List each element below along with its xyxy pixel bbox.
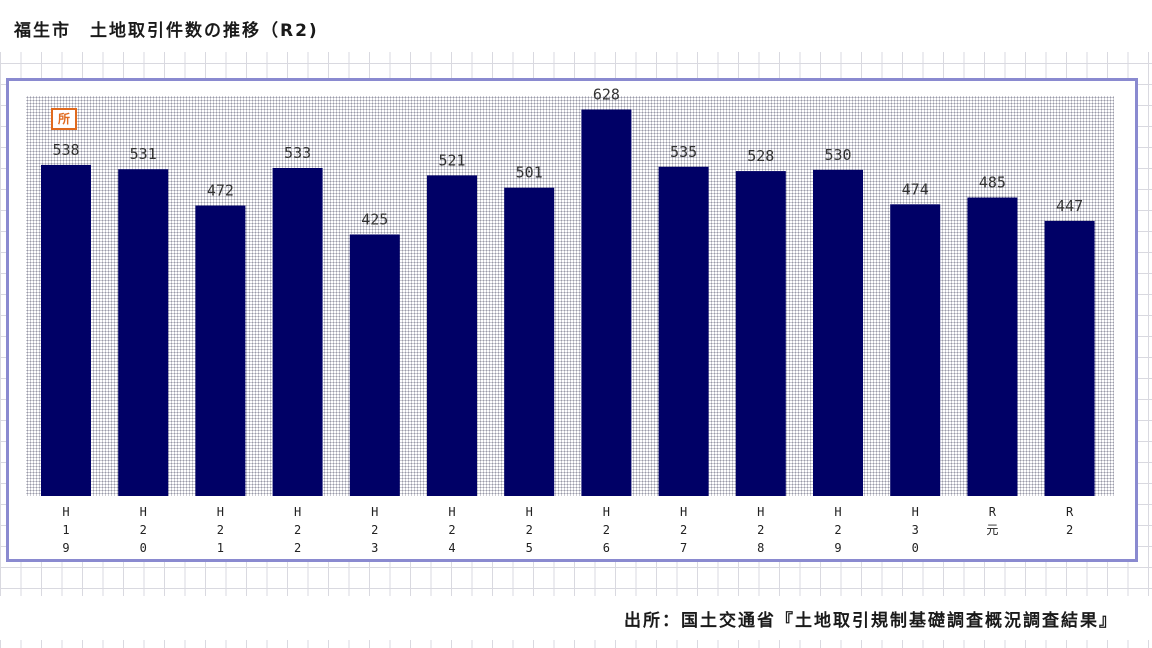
chart-title: 福生市 土地取引件数の推移（R2) bbox=[14, 21, 319, 41]
title-band bbox=[0, 0, 1152, 52]
bar-H27 bbox=[658, 166, 709, 496]
bar-H29 bbox=[813, 169, 863, 496]
legend-icon: 所 bbox=[51, 108, 77, 130]
bar-H24 bbox=[427, 175, 477, 496]
value-label-H27: 535 bbox=[670, 143, 697, 161]
value-label-H28: 528 bbox=[747, 147, 774, 165]
bar-H19 bbox=[41, 164, 91, 496]
value-label-R2: 447 bbox=[1056, 197, 1083, 215]
value-label-H20: 531 bbox=[130, 145, 157, 163]
bar-H28 bbox=[735, 171, 786, 497]
value-label-H25: 501 bbox=[516, 164, 543, 182]
value-label-H23: 425 bbox=[361, 210, 388, 228]
bar-H21 bbox=[195, 205, 246, 497]
bar-H26 bbox=[581, 109, 632, 497]
value-label-H26: 628 bbox=[593, 86, 620, 104]
value-label-H22: 533 bbox=[284, 144, 311, 162]
value-label-H21: 472 bbox=[207, 182, 234, 200]
bar-R2 bbox=[1044, 220, 1095, 496]
value-label-R元: 485 bbox=[979, 174, 1006, 192]
bar-H20 bbox=[118, 169, 169, 496]
value-label-H30: 474 bbox=[902, 180, 929, 198]
source-note: 出所：国土交通省『土地取引規制基礎調査概況調査結果』 bbox=[624, 611, 1118, 631]
source-band bbox=[0, 596, 1152, 640]
bar-R元 bbox=[967, 197, 1018, 497]
value-label-H29: 530 bbox=[824, 146, 851, 164]
bar-H22 bbox=[272, 168, 323, 496]
bar-H23 bbox=[349, 234, 400, 496]
bar-H25 bbox=[504, 187, 555, 496]
value-label-H24: 521 bbox=[438, 151, 465, 169]
value-label-H19: 538 bbox=[52, 141, 79, 159]
bar-H30 bbox=[890, 204, 941, 497]
